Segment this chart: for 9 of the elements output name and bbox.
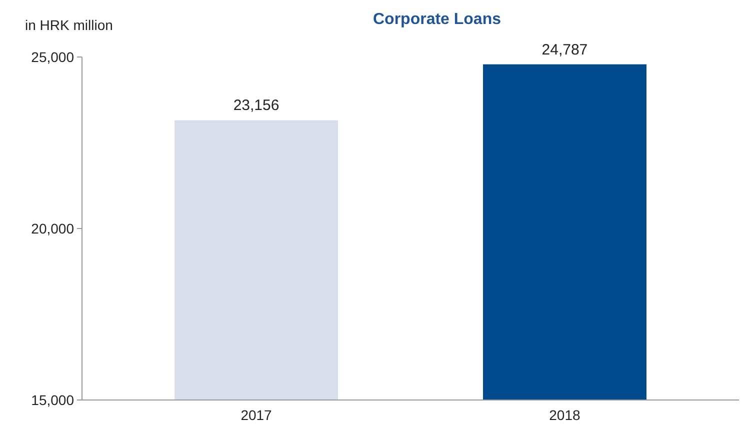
- data-label: 24,787: [542, 41, 588, 58]
- y-tick-label: 15,000: [31, 392, 74, 408]
- x-tick-label: 2017: [240, 407, 272, 423]
- y-tick-label: 25,000: [31, 48, 74, 65]
- y-axis-title: in HRK million: [25, 17, 113, 33]
- data-label: 23,156: [233, 97, 280, 114]
- x-tick-label: 2018: [549, 407, 581, 423]
- chart-title: Corporate Loans: [372, 11, 502, 28]
- y-tick-label: 20,000: [31, 220, 74, 236]
